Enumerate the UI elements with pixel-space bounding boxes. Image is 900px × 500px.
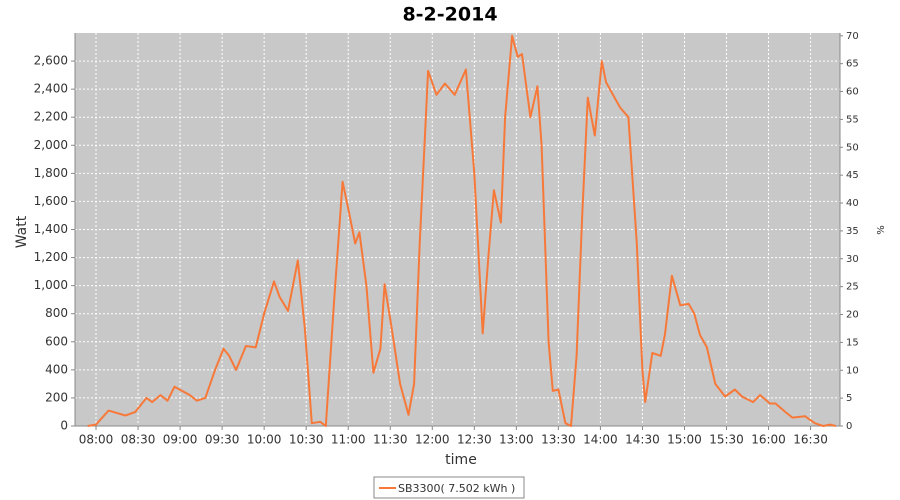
data-line: [87, 34, 837, 427]
y2-tick-label: 0: [846, 421, 852, 432]
x-axis-label: time: [445, 452, 477, 468]
x-tick-label: 11:00: [331, 433, 366, 447]
chart-title: 8-2-2014: [402, 4, 497, 26]
y2-axis-label: %: [876, 225, 887, 235]
legend: SB3300( 7.502 kWh ): [373, 476, 525, 499]
y-tick-label: 1,000: [34, 278, 68, 292]
x-tick-label: 13:30: [541, 433, 576, 447]
y-tick-label: 2,200: [34, 110, 68, 124]
x-tick-label: 08:30: [121, 433, 156, 447]
y2-tick-label: 60: [846, 87, 859, 98]
y-tick-label: 600: [45, 334, 68, 348]
x-tick-label: 13:00: [499, 433, 534, 447]
y-axis-label: Watt: [14, 215, 30, 248]
y2-tick-label: 10: [846, 365, 859, 376]
plot-area: [75, 33, 840, 426]
y2-tick-label: 15: [846, 337, 859, 348]
y-tick-label: 0: [60, 419, 68, 433]
x-tick-label: 09:00: [163, 433, 198, 447]
y2-tick-label: 25: [846, 282, 859, 293]
y-tick-label: 1,800: [34, 166, 68, 180]
y2-tick-label: 70: [846, 31, 859, 42]
y2-tick-label: 45: [846, 170, 859, 181]
y2-tick-label: 40: [846, 198, 859, 209]
y2-tick-label: 5: [846, 393, 852, 404]
y2-tick-label: 65: [846, 59, 859, 70]
y2-tick-label: 55: [846, 114, 859, 125]
x-tick-label: 12:30: [457, 433, 492, 447]
x-tick-label: 12:00: [415, 433, 450, 447]
y-tick-label: 2,400: [34, 82, 68, 96]
x-tick-label: 09:30: [205, 433, 240, 447]
x-tick-label: 11:30: [373, 433, 408, 447]
x-tick-label: 10:00: [247, 433, 282, 447]
y-tick-label: 1,200: [34, 250, 68, 264]
x-tick-label: 14:30: [625, 433, 660, 447]
x-tick-label: 15:30: [709, 433, 744, 447]
y-tick-label: 200: [45, 390, 68, 404]
x-tick-label: 15:00: [667, 433, 702, 447]
y-tick-label: 2,600: [34, 54, 68, 68]
y-tick-label: 400: [45, 362, 68, 376]
x-tick-label: 10:30: [289, 433, 324, 447]
y2-tick-label: 35: [846, 226, 859, 237]
legend-box: [373, 476, 525, 499]
y-tick-label: 800: [45, 306, 68, 320]
y-tick-label: 2,000: [34, 138, 68, 152]
x-tick-label: 16:00: [751, 433, 786, 447]
y-tick-label: 1,600: [34, 194, 68, 208]
y2-tick-label: 30: [846, 254, 859, 265]
y2-tick-label: 20: [846, 310, 859, 321]
x-tick-label: 14:00: [583, 433, 618, 447]
x-tick-label: 16:30: [793, 433, 828, 447]
x-tick-label: 08:00: [79, 433, 114, 447]
y2-tick-label: 50: [846, 142, 859, 153]
y-tick-label: 1,400: [34, 222, 68, 236]
legend-label: SB3300( 7.502 kWh ): [398, 482, 515, 495]
